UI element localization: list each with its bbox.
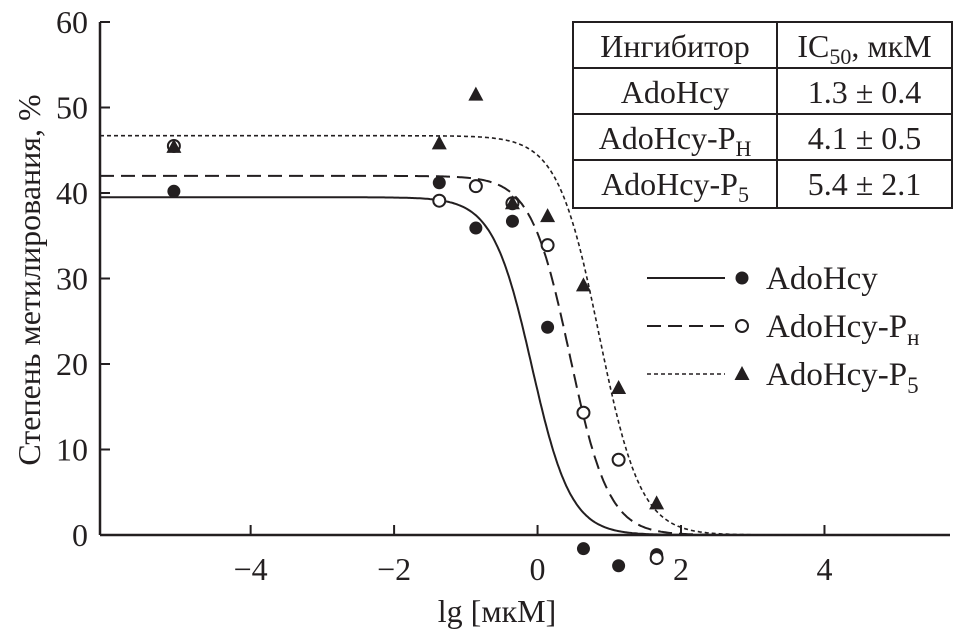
table-cell-inhibitor: AdoHcy-P5 [601, 166, 749, 207]
axes: 0 10 20 30 40 50 60 −4 −2 0 2 4 [56, 4, 950, 587]
data-point-filled-circle [576, 542, 590, 556]
data-point-triangle [611, 379, 627, 394]
data-point-triangle [504, 195, 520, 210]
ic50-table: Ингибитор IC50, мкМ AdoHcy 1.3 ± 0.4 AdoHcy-… [572, 21, 953, 209]
legend-label: AdoHcy-P5 [766, 357, 919, 398]
fit-curve-dotted [100, 134, 950, 536]
table-cell-ic50: 4.1 ± 0.5 [808, 120, 922, 156]
table-header-inhibitor: Ингибитор [600, 28, 749, 64]
data-point-filled-circle [167, 184, 181, 198]
y-tick-label: 20 [56, 346, 88, 382]
y-tick-label: 0 [72, 517, 88, 553]
data-point-open-circle [432, 193, 447, 208]
data-point-open-circle [576, 405, 591, 420]
fit-curve-dashed [100, 174, 950, 536]
data-point-filled-circle [505, 214, 519, 228]
legend-label: AdoHcy [766, 261, 878, 297]
table-cell-ic50: 1.3 ± 0.4 [808, 74, 922, 110]
y-axis-label: Степень метилирования, % [11, 94, 47, 465]
data-point-open-circle [611, 452, 626, 467]
data-point-triangle [166, 138, 182, 153]
x-axis-label: lg [мкМ] [438, 593, 556, 629]
x-tick-label: 0 [530, 551, 546, 587]
legend-label: AdoHcy-Pн [766, 309, 919, 350]
data-point-filled-circle [541, 320, 555, 334]
data-point-triangle [575, 277, 591, 292]
data-point-filled-circle [469, 221, 483, 235]
data-point-open-circle [735, 319, 749, 333]
legend: AdoHcy AdoHcy-Pн AdoHcy-P5 [647, 261, 919, 398]
data-point-filled-circle [612, 559, 626, 573]
data-point-triangle [468, 86, 484, 101]
data-point-filled-circle [432, 176, 446, 190]
data-points [166, 86, 665, 573]
y-tick-label: 10 [56, 432, 88, 468]
fit-curves [100, 134, 950, 536]
table-header-ic50: IC50, мкМ [797, 28, 931, 69]
data-point-open-circle [540, 238, 555, 253]
x-tick-label: 2 [673, 551, 689, 587]
y-tick-label: 30 [56, 261, 88, 297]
data-point-open-circle [649, 551, 664, 566]
data-point-triangle [431, 135, 447, 150]
x-tick-label: 4 [816, 551, 832, 587]
table-cell-inhibitor: AdoHcy [621, 74, 729, 110]
data-point-triangle [734, 366, 750, 380]
data-point-filled-circle [735, 271, 749, 285]
y-tick-label: 40 [56, 175, 88, 211]
x-tick-label: −4 [234, 551, 268, 587]
y-tick-label: 50 [56, 90, 88, 126]
y-tick-label: 60 [56, 4, 88, 40]
table-cell-inhibitor: AdoHcy-PН [599, 120, 752, 161]
data-point-triangle [649, 495, 665, 510]
table-cell-ic50: 5.4 ± 2.1 [808, 166, 922, 202]
data-point-triangle [540, 208, 556, 223]
x-tick-label: −2 [377, 551, 411, 587]
data-point-open-circle [468, 179, 483, 194]
